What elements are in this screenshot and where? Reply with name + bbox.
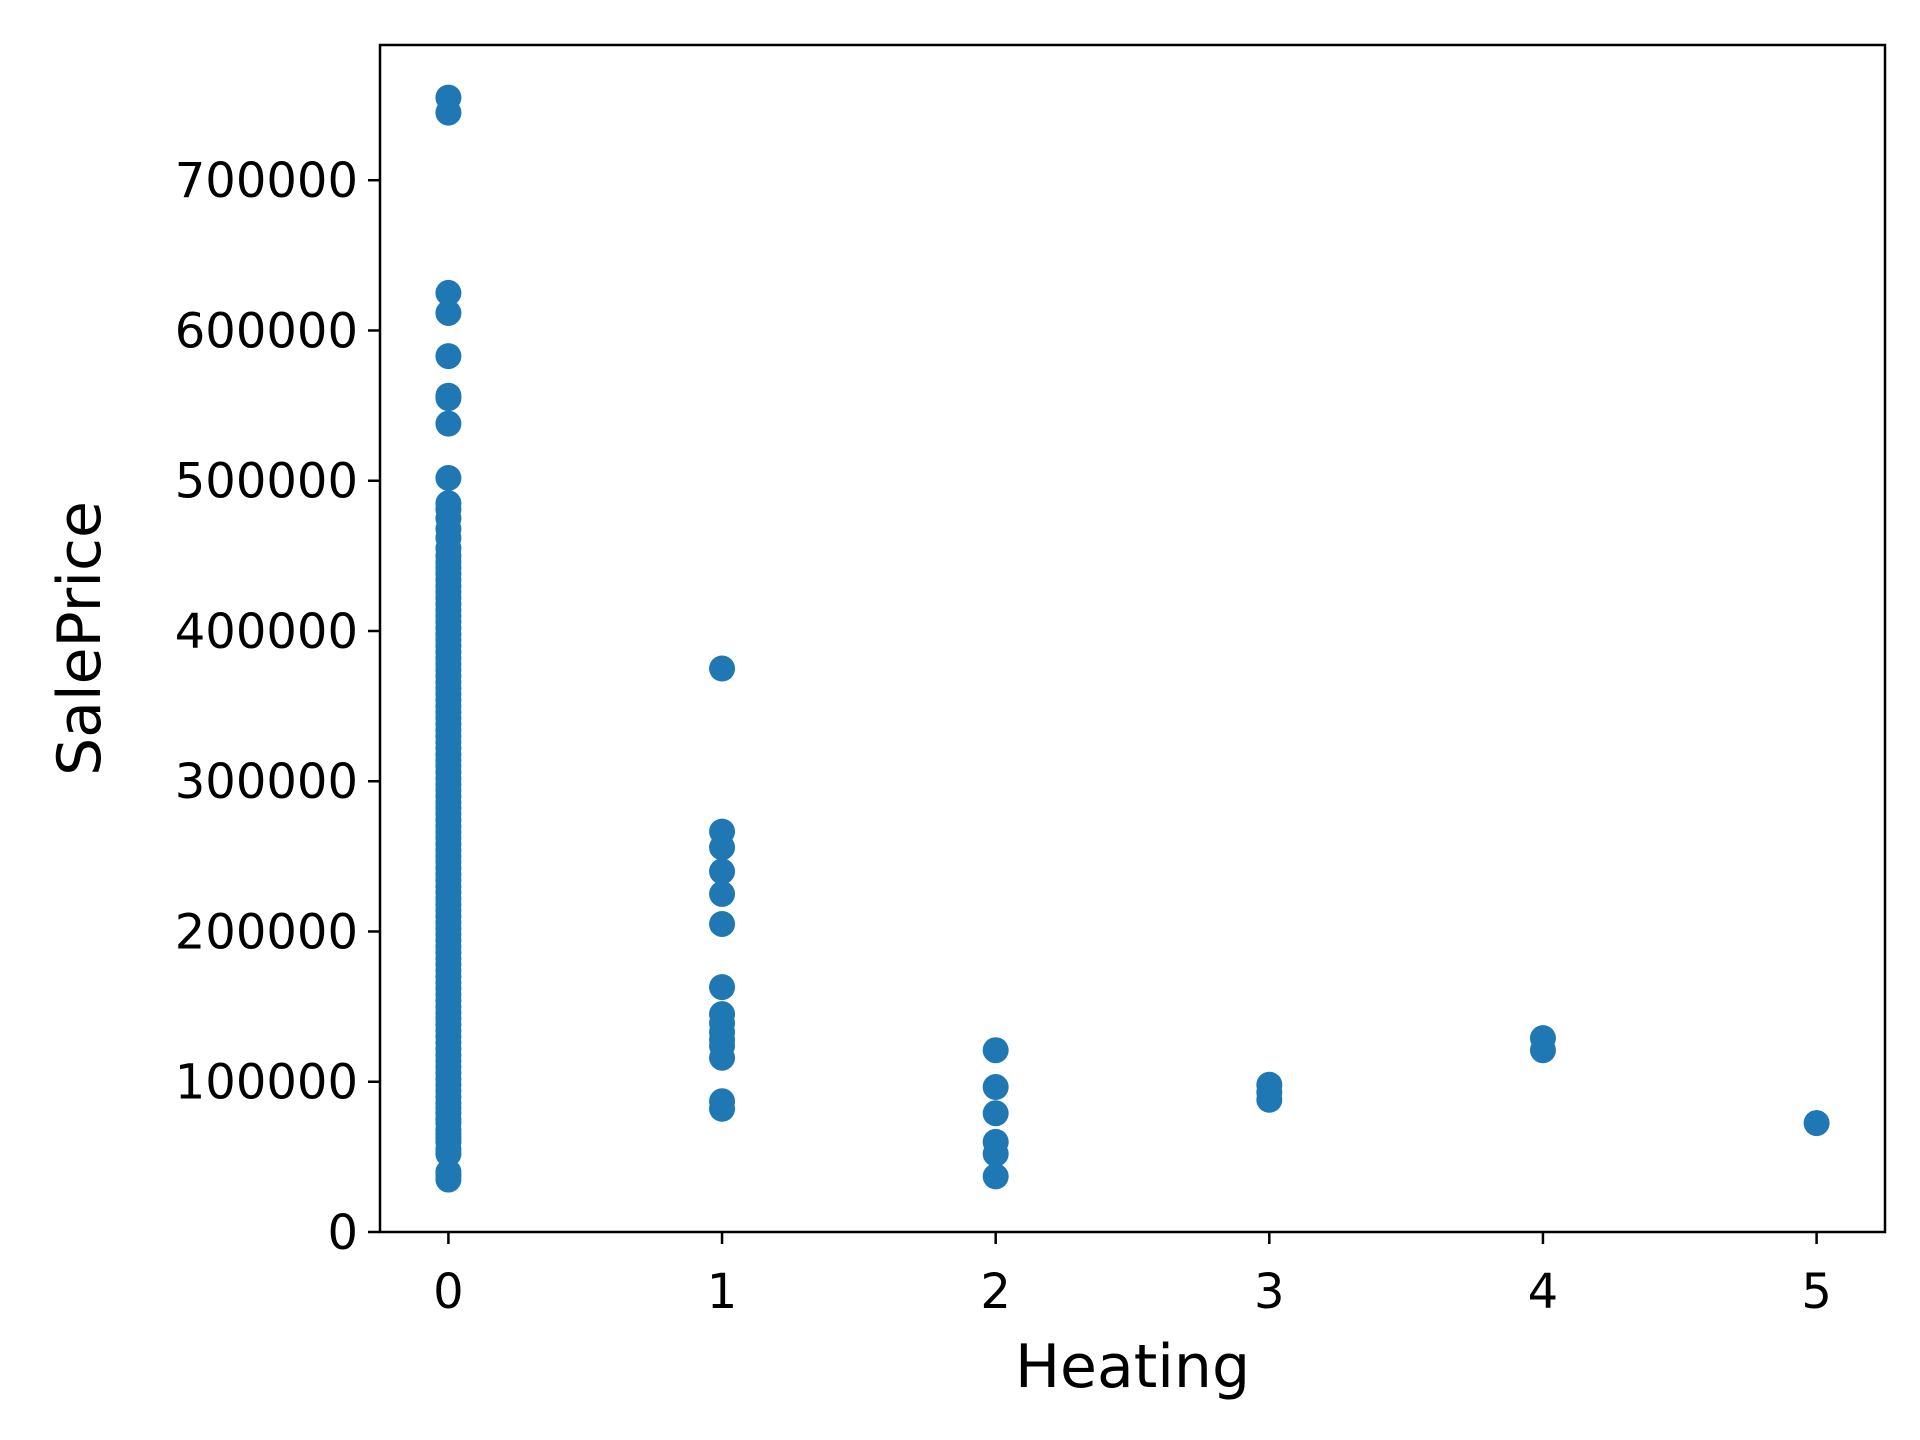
data-point bbox=[709, 910, 736, 937]
data-point bbox=[435, 410, 462, 437]
y-axis-title: SalePrice bbox=[45, 501, 115, 776]
data-point bbox=[982, 1100, 1009, 1127]
data-point bbox=[1256, 1086, 1283, 1113]
data-point bbox=[709, 655, 736, 682]
data-point bbox=[1803, 1110, 1830, 1137]
x-tick-label: 1 bbox=[707, 1264, 738, 1320]
data-point bbox=[709, 1044, 736, 1071]
y-ticks-layer: 0 100000 200000 300000 400000 500000 600000 700… bbox=[175, 153, 380, 1261]
data-point bbox=[435, 84, 462, 111]
x-axis-title: Heating bbox=[1015, 1332, 1250, 1402]
data-point bbox=[709, 834, 736, 861]
points-layer bbox=[435, 84, 1830, 1193]
x-ticks-layer: 0 1 2 3 4 5 bbox=[433, 1232, 1832, 1320]
x-tick-label: 5 bbox=[1801, 1264, 1832, 1320]
y-tick-label: 0 bbox=[327, 1205, 358, 1261]
data-point bbox=[435, 464, 462, 491]
y-tick-label: 600000 bbox=[175, 303, 358, 359]
data-point bbox=[709, 858, 736, 885]
data-point bbox=[1529, 1037, 1556, 1064]
y-tick-label: 500000 bbox=[175, 454, 358, 510]
data-point bbox=[435, 382, 462, 409]
data-point bbox=[982, 1037, 1009, 1064]
y-tick-label: 300000 bbox=[175, 754, 358, 810]
data-point bbox=[435, 299, 462, 326]
y-tick-label: 100000 bbox=[175, 1055, 358, 1111]
x-tick-label: 4 bbox=[1528, 1264, 1559, 1320]
y-tick-label: 200000 bbox=[175, 904, 358, 960]
data-point bbox=[435, 343, 462, 370]
x-tick-label: 2 bbox=[980, 1264, 1011, 1320]
y-tick-label: 400000 bbox=[175, 604, 358, 660]
data-point bbox=[709, 880, 736, 907]
data-point bbox=[435, 1158, 462, 1185]
x-tick-label: 3 bbox=[1254, 1264, 1285, 1320]
x-tick-label: 0 bbox=[433, 1264, 464, 1320]
y-tick-label: 700000 bbox=[175, 153, 358, 209]
data-point bbox=[435, 490, 462, 517]
data-point bbox=[982, 1163, 1009, 1190]
data-point bbox=[435, 279, 462, 306]
data-point bbox=[982, 1074, 1009, 1101]
plot-frame bbox=[378, 43, 1887, 1234]
data-point bbox=[709, 974, 736, 1001]
data-point bbox=[709, 1095, 736, 1122]
data-point bbox=[982, 1140, 1009, 1167]
